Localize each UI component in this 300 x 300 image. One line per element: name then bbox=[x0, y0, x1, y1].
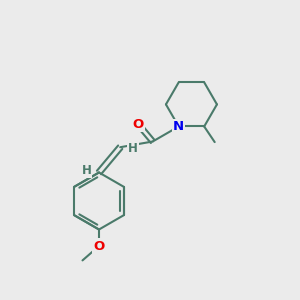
Text: N: N bbox=[173, 120, 184, 133]
Text: N: N bbox=[173, 120, 184, 133]
Text: O: O bbox=[133, 118, 144, 131]
Text: H: H bbox=[82, 164, 91, 178]
Text: H: H bbox=[128, 142, 138, 155]
Text: O: O bbox=[93, 239, 105, 253]
